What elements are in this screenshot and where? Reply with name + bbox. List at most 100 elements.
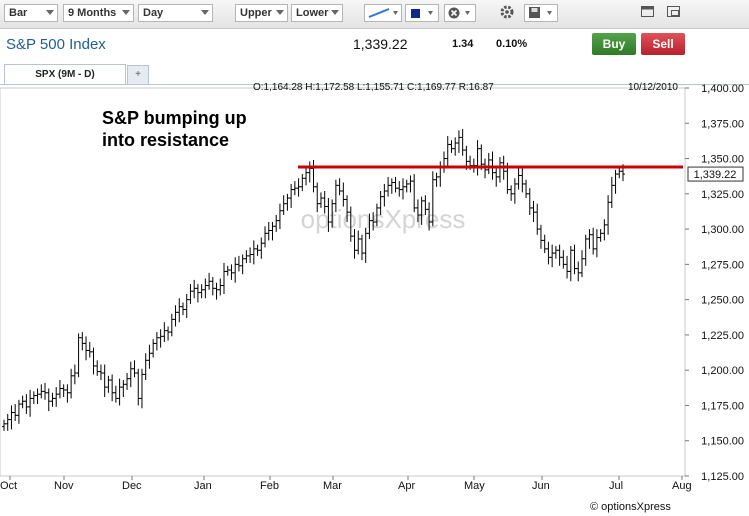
price-bar	[304, 167, 309, 186]
interval-dropdown[interactable]: Day	[138, 4, 213, 22]
chevron-down-icon	[201, 10, 209, 15]
price-bar	[326, 198, 331, 232]
chart-tabs: SPX (9M - D) +	[0, 62, 749, 85]
price-bar	[39, 384, 44, 399]
y-tick-label: 1,125.00	[701, 471, 744, 483]
price-bar	[43, 382, 48, 400]
trendline-icon	[368, 8, 398, 18]
price-bar	[57, 380, 62, 399]
trendline-button[interactable]	[364, 4, 402, 22]
price-bar	[169, 313, 174, 337]
price-bar	[389, 178, 394, 194]
buy-button[interactable]: Buy	[592, 33, 636, 55]
chart-type-value: Bar	[9, 7, 28, 19]
price-bar	[95, 360, 100, 376]
price-bar	[117, 378, 122, 406]
price-bars	[2, 128, 625, 431]
price-bar	[553, 246, 558, 259]
upper-indicator-dropdown[interactable]: Upper	[235, 4, 288, 22]
lower-indicator-dropdown[interactable]: Lower	[291, 4, 343, 22]
tab-spx[interactable]: SPX (9M - D)	[4, 64, 126, 84]
chart-type-dropdown[interactable]: Bar	[4, 4, 58, 22]
chevron-down-icon	[46, 10, 54, 15]
price-bar	[442, 151, 447, 173]
price-bar	[184, 293, 189, 318]
price-bar	[520, 167, 525, 193]
date-readout: 10/12/2010	[628, 82, 678, 93]
price-bar	[318, 192, 323, 208]
price-bar	[516, 168, 521, 190]
settings-button[interactable]	[499, 4, 519, 22]
delete-button[interactable]	[444, 4, 476, 22]
x-tick-label: May	[464, 480, 485, 492]
price-bar	[61, 384, 66, 397]
price-bar	[356, 230, 361, 255]
price-bar	[434, 172, 439, 187]
price-bar	[132, 360, 137, 378]
y-tick-label: 1,300.00	[701, 224, 744, 236]
color-swatch-icon	[411, 9, 433, 18]
add-tab-button[interactable]: +	[127, 65, 149, 84]
price-bar	[229, 264, 234, 280]
popout-button[interactable]	[666, 4, 684, 22]
price-bar	[113, 385, 118, 403]
sell-button[interactable]: Sell	[641, 33, 685, 55]
y-axis: 1,400.00 1,375.00 1,350.00 1,325.00 1,300.00…	[685, 83, 744, 483]
price-bar	[259, 237, 264, 259]
price-bar	[195, 284, 200, 303]
price-bar	[98, 364, 103, 381]
price-bar	[151, 339, 156, 358]
price-bar	[606, 195, 611, 235]
period-value: 9 Months	[68, 7, 117, 19]
price-bar	[177, 298, 182, 323]
price-bar	[576, 261, 581, 282]
price-bar	[419, 196, 424, 225]
delete-icon	[448, 7, 470, 19]
y-tick-label: 1,275.00	[701, 259, 744, 271]
price-bar	[408, 175, 413, 193]
price-bar	[382, 183, 387, 207]
quote-header: S&P 500 Index 1,339.22 1.34 0.10% Buy Se…	[0, 30, 749, 60]
period-dropdown[interactable]: 9 Months	[63, 4, 134, 22]
price-bar	[143, 353, 148, 381]
current-price-marker: 1,339.22	[687, 166, 744, 182]
price-bar	[128, 361, 133, 388]
price-bar	[274, 214, 279, 232]
price-bar	[24, 394, 29, 414]
price-bar	[460, 128, 465, 156]
price-bar	[341, 182, 346, 207]
price-bar	[84, 336, 89, 361]
page-title: S&P 500 Index	[6, 36, 106, 53]
price-bar	[494, 168, 499, 187]
price-bar	[188, 284, 193, 304]
window-button[interactable]	[640, 4, 658, 22]
price-bar	[550, 244, 555, 268]
price-bar	[453, 137, 458, 156]
price-bar	[594, 229, 599, 258]
copyright: © optionsXpress	[590, 501, 671, 513]
color-button[interactable]	[405, 4, 439, 22]
price-bar	[292, 181, 297, 196]
price-bar	[147, 344, 152, 369]
price-bar	[16, 399, 21, 424]
price-bar	[412, 174, 417, 213]
x-tick-label: Oct	[0, 480, 17, 492]
chevron-down-icon	[331, 10, 339, 15]
price-bar	[203, 278, 208, 299]
save-button[interactable]	[524, 4, 558, 22]
price-bar	[542, 234, 547, 254]
price-bar	[415, 199, 420, 223]
current-price-box	[687, 166, 744, 182]
price-bar	[35, 388, 40, 405]
y-tick-label: 1,375.00	[701, 118, 744, 130]
price-bar	[568, 246, 573, 282]
annotation-line-1: S&P bumping up	[102, 108, 247, 128]
price-bar	[192, 279, 197, 299]
price-bar	[386, 176, 391, 197]
price-bar	[166, 326, 171, 341]
y-tick-label: 1,400.00	[701, 83, 744, 95]
price-bar	[315, 182, 320, 213]
price-bar	[72, 364, 77, 385]
price-bar	[248, 247, 253, 263]
price-change: 1.34	[452, 38, 474, 50]
